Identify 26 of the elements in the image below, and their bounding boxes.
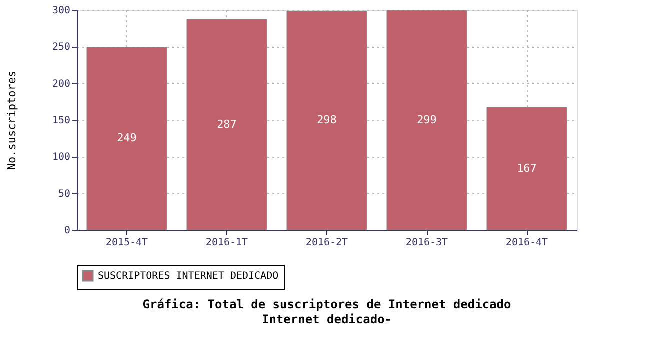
y-tick-label: 150 <box>52 116 70 126</box>
text: Gráfica: Total de suscriptores de Internet dedicado <box>142 298 512 312</box>
bar <box>386 10 468 230</box>
text: Internet dedicado- <box>262 312 392 326</box>
data-label: 298 <box>317 114 337 127</box>
legend-label: SUSCRIPTORES INTERNET DEDICADO <box>98 271 279 282</box>
x-tick-label: 2016-2T <box>306 238 348 248</box>
data-label: 249 <box>117 132 137 145</box>
y-tick-label: 300 <box>52 6 70 16</box>
x-tick-label: 2016-3T <box>406 238 448 248</box>
x-tick-label: 2016-4T <box>506 238 548 248</box>
y-tick-label: 250 <box>52 42 70 54</box>
bar <box>86 47 168 230</box>
x-tick-label: 2016-1T <box>206 238 248 248</box>
y-axis-title: No.suscriptores <box>5 70 18 170</box>
data-label: 287 <box>217 118 237 131</box>
y-tick-label: 200 <box>52 78 70 90</box>
bar <box>286 11 368 230</box>
bar <box>486 107 568 230</box>
data-label: 299 <box>417 113 437 126</box>
y-tick-label: 0 <box>64 226 70 236</box>
bar <box>186 19 268 230</box>
x-tick-label: 2015-4T <box>106 238 148 248</box>
data-label: 167 <box>517 162 537 175</box>
y-tick-label: 50 <box>58 188 70 200</box>
y-tick-label: 100 <box>52 152 70 164</box>
